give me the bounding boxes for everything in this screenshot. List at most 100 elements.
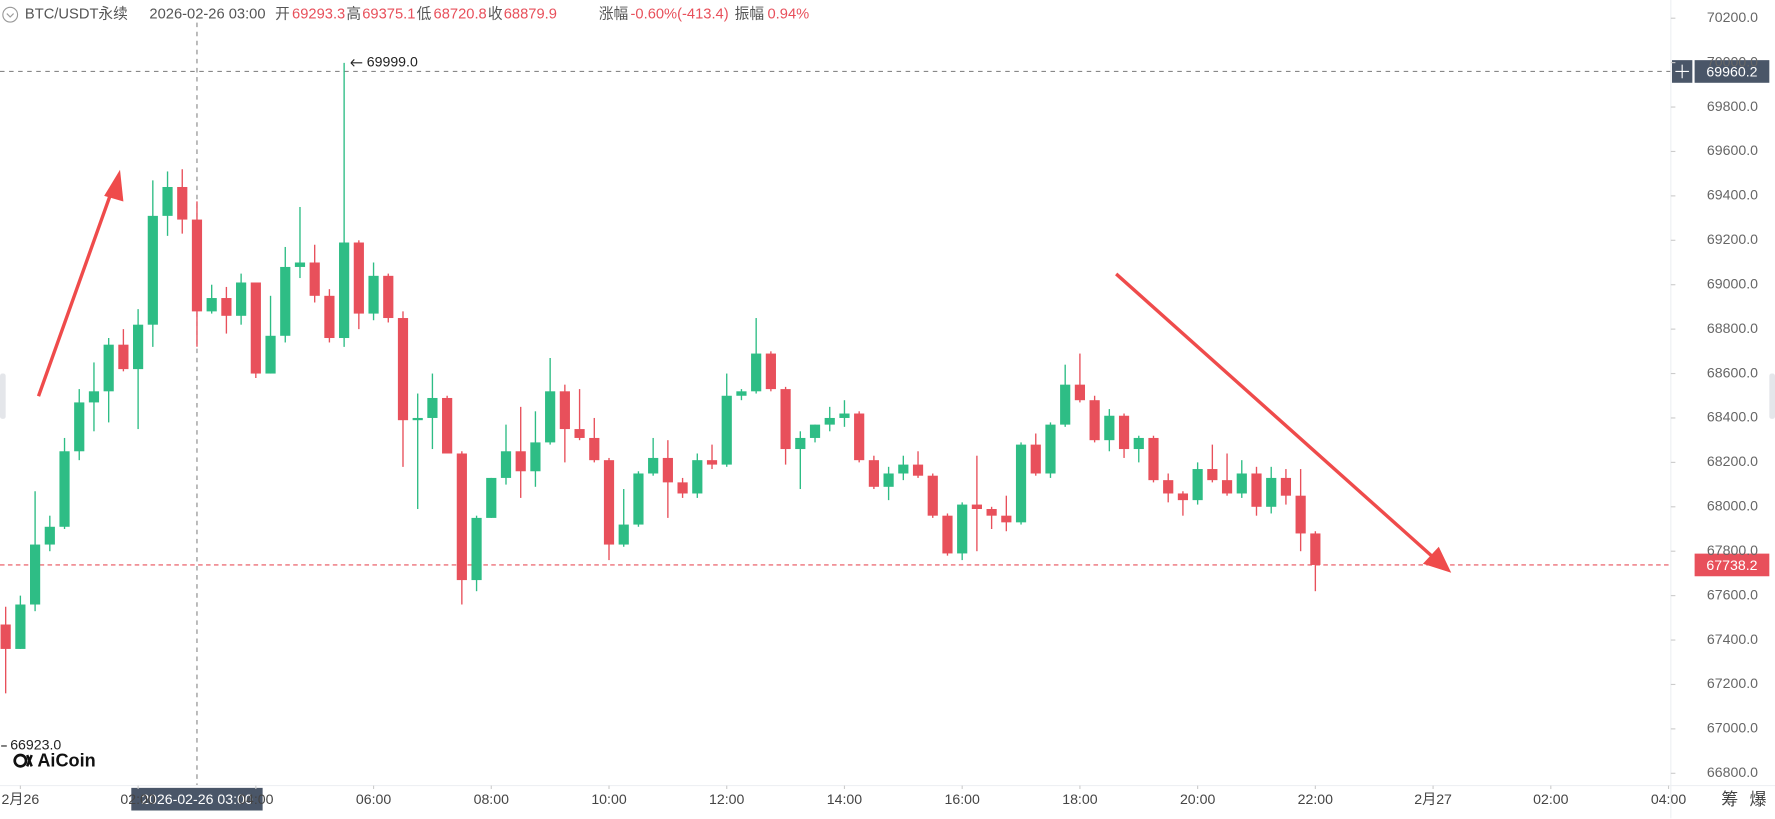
annotation-arrows	[36, 169, 1452, 573]
candle-body	[868, 460, 879, 487]
candle-body	[147, 215, 158, 325]
arrow-up-line	[36, 186, 115, 397]
x-tick-label: 04:00	[238, 791, 273, 807]
candle-body	[191, 219, 203, 312]
tool-button[interactable]: 爆	[1750, 790, 1767, 809]
crosshair-time-box	[131, 787, 263, 811]
logo-icon-mark	[26, 754, 33, 767]
candle-body	[765, 353, 776, 390]
candle-body	[1163, 480, 1174, 494]
candle-body	[162, 186, 173, 216]
symbol: BTC/USDT永续	[25, 6, 128, 23]
candle-body	[854, 413, 865, 461]
candle-body	[44, 526, 55, 545]
x-tick-label: 02:00	[1533, 791, 1568, 807]
close-label: 收	[488, 6, 503, 23]
candle-body	[353, 242, 364, 314]
candle-body	[1192, 469, 1203, 501]
candle-body	[1001, 515, 1012, 523]
low-label: 低	[417, 6, 432, 23]
candle-body	[648, 457, 659, 474]
candle-body	[618, 524, 629, 545]
close-value: 68879.9	[504, 7, 557, 23]
y-tick-label: 68000.0	[1707, 498, 1758, 514]
x-tick-label: 2月26	[2, 791, 40, 807]
candle-body	[1236, 473, 1247, 494]
candle-body	[574, 429, 585, 438]
candle-body	[515, 451, 526, 472]
y-tick-label: 67200.0	[1707, 675, 1758, 691]
x-tick-label: 20:00	[1180, 791, 1215, 807]
amplitude-label: 振幅	[735, 6, 764, 23]
tool-button[interactable]: 筹	[1721, 790, 1738, 809]
candle-body	[824, 417, 835, 425]
header: BTC/USDT永续 2026-02-26 03:00 开 69293.3 高 …	[2, 6, 809, 23]
candle-body	[236, 282, 247, 316]
logo-icon	[13, 753, 28, 768]
candle-body	[471, 517, 482, 581]
candle-body	[589, 437, 600, 461]
candle-body	[1251, 473, 1262, 507]
candle-body	[633, 473, 644, 525]
candle-body	[88, 391, 100, 403]
candle-body	[1074, 384, 1086, 401]
x-tick-label: 12:00	[709, 791, 744, 807]
right-handle[interactable]	[1769, 373, 1775, 419]
last-price-label: 67738.2	[1706, 557, 1757, 573]
y-tick-label: 67800.0	[1707, 542, 1758, 558]
y-tick-label: 70200.0	[1707, 9, 1758, 25]
crosshair-plus-icon	[1675, 64, 1689, 79]
y-tick-label: 68400.0	[1707, 409, 1758, 425]
candle-body	[545, 391, 556, 443]
candle-body	[397, 318, 409, 421]
candle-body	[839, 413, 850, 418]
collapse-icon[interactable]	[2, 6, 19, 23]
candle-body	[1045, 424, 1056, 474]
candle-body	[250, 282, 261, 374]
candle-body	[15, 604, 26, 649]
candle-body	[1104, 415, 1115, 441]
candle-body	[795, 437, 806, 450]
x-tick-label: 06:00	[356, 791, 391, 807]
candle-body	[309, 262, 320, 296]
x-tick-label: 22:00	[1298, 791, 1333, 807]
candle-body	[1221, 480, 1233, 494]
candle-body	[898, 464, 909, 474]
header-time: 2026-02-26 03:00	[149, 7, 265, 23]
candle-body	[780, 389, 791, 450]
y-tick-label: 67600.0	[1707, 586, 1758, 602]
candle-body	[118, 344, 129, 370]
high-marker-arrow	[350, 59, 363, 67]
candle-body	[133, 324, 144, 370]
candle-body	[706, 460, 718, 465]
candle-body	[500, 451, 512, 478]
candle-body	[206, 298, 217, 312]
candle-body	[427, 397, 438, 418]
y-tick-label: 67400.0	[1707, 631, 1758, 647]
y-tick-label: 70000.0	[1707, 53, 1758, 69]
candle-body	[986, 509, 997, 516]
candle-body	[30, 544, 41, 605]
candle-body	[0, 624, 11, 649]
candle-body	[559, 391, 570, 430]
candle-body	[294, 262, 306, 267]
x-tick-label: 08:00	[474, 791, 509, 807]
y-tick-label: 68200.0	[1707, 453, 1758, 469]
y-tick-label: 66800.0	[1707, 764, 1758, 780]
y-tick-label: 69400.0	[1707, 187, 1758, 203]
candle-body	[1266, 477, 1277, 507]
x-tick-label: 2月27	[1414, 791, 1452, 807]
candle-body	[1060, 384, 1071, 425]
candle-body	[324, 295, 335, 339]
left-handle[interactable]	[0, 373, 6, 419]
x-tick-label: 02:00	[120, 791, 155, 807]
candle-body	[957, 504, 968, 554]
candle-body	[971, 504, 982, 510]
candle-body	[809, 424, 821, 438]
candle-body	[456, 453, 467, 581]
y-tick-label: 69600.0	[1707, 142, 1758, 158]
candle-body	[177, 186, 188, 220]
y-tick-label: 69200.0	[1707, 231, 1758, 247]
